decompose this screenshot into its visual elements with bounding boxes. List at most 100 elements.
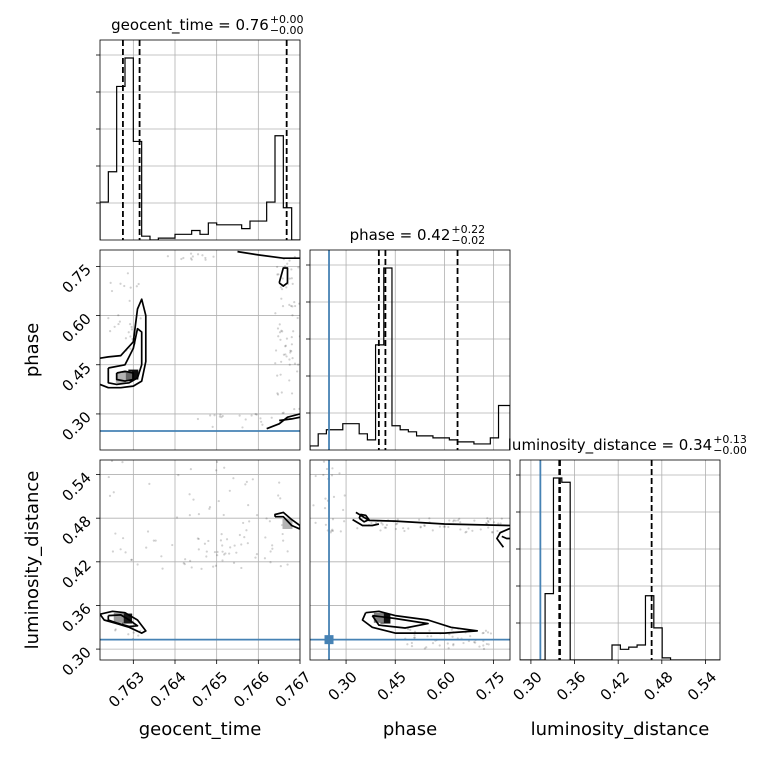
sample-point: [109, 281, 112, 285]
sample-point: [221, 414, 224, 418]
sample-point: [110, 289, 114, 293]
sample-point: [269, 550, 272, 553]
sample-point: [482, 644, 485, 647]
sample-point: [402, 527, 405, 530]
sample-point: [330, 529, 333, 532]
contour: [100, 610, 147, 634]
sample-point: [384, 526, 388, 529]
sample-point: [459, 528, 462, 531]
sample-point: [280, 391, 283, 394]
sample-point: [486, 519, 490, 522]
sample-point: [129, 286, 132, 289]
contour: [361, 610, 479, 634]
sample-point: [238, 533, 241, 537]
y-tick-label: 0.30: [58, 643, 94, 679]
sample-point: [452, 644, 455, 647]
y-tick-label: 0.36: [58, 600, 94, 636]
sample-point: [280, 329, 283, 332]
sample-point: [487, 520, 490, 524]
sample-point: [314, 521, 317, 524]
sample-point: [280, 360, 283, 363]
sample-point: [114, 532, 117, 535]
sample-point: [474, 641, 477, 644]
sample-point: [438, 644, 441, 647]
grid-phase: [310, 250, 510, 450]
sample-point: [487, 643, 490, 646]
sample-point: [280, 297, 283, 300]
sample-point: [425, 646, 428, 649]
sample-point: [212, 565, 215, 568]
sample-point: [121, 537, 125, 540]
sample-point: [342, 508, 345, 512]
sample-point: [128, 323, 132, 326]
sample-point: [290, 304, 293, 308]
sample-point: [486, 631, 490, 634]
x-tick-label: 0.36: [553, 668, 589, 704]
sample-point: [447, 525, 450, 529]
sample-point: [285, 286, 288, 289]
sample-point: [280, 288, 284, 291]
sample-point: [205, 555, 208, 558]
contour: [274, 511, 300, 530]
sample-point: [276, 273, 279, 276]
contour: [266, 413, 300, 430]
sample-point: [279, 565, 282, 568]
sample-point: [107, 316, 110, 320]
title-minus: −0.00: [713, 444, 747, 457]
sample-point: [225, 538, 229, 541]
sample-point: [294, 304, 297, 308]
sample-point: [430, 635, 433, 638]
sample-point: [406, 643, 409, 646]
sample-point: [213, 550, 217, 554]
sample-point: [473, 640, 476, 644]
y-tick-label: 0.60: [58, 310, 94, 346]
sample-point: [224, 552, 227, 555]
sample-point: [283, 265, 287, 268]
sample-point: [250, 414, 253, 417]
y-tick-label: 0.75: [58, 260, 94, 296]
sample-point: [130, 558, 133, 561]
sample-point: [289, 351, 292, 354]
sample-point: [228, 489, 231, 492]
sample-point: [290, 343, 294, 346]
sample-point: [228, 552, 231, 555]
x-axis-title-phase: phase: [383, 719, 437, 740]
sample-point: [114, 629, 117, 632]
sample-point: [204, 258, 207, 261]
sample-point: [124, 337, 128, 340]
sample-point: [479, 528, 482, 531]
sample-point: [196, 253, 200, 256]
sample-point: [112, 491, 115, 494]
frame: [99, 459, 301, 661]
hist-panel-geocent_time: [96, 39, 301, 241]
sample-point: [137, 634, 140, 637]
x-tick-label: 0.767: [272, 668, 315, 711]
sample-point: [130, 325, 133, 329]
sample-point: [279, 373, 282, 376]
sample-point: [278, 331, 282, 334]
sample-point: [235, 551, 238, 554]
sample-point: [171, 543, 174, 547]
sample-point: [254, 412, 257, 416]
sample-point: [500, 517, 503, 520]
sample-point: [276, 392, 279, 395]
sample-point: [298, 302, 300, 305]
sample-point: [438, 525, 442, 528]
sample-point: [413, 634, 416, 637]
sample-point: [274, 362, 277, 365]
sample-point: [215, 469, 218, 472]
sample-point: [288, 277, 291, 280]
sample-point: [423, 524, 426, 527]
x-tick-label: 0.42: [597, 668, 633, 704]
sample-point: [489, 632, 493, 635]
contour: [501, 535, 510, 540]
sample-point: [286, 262, 289, 265]
contour: [279, 416, 300, 422]
x-tick-label: 0.48: [640, 668, 676, 704]
sample-point: [113, 325, 116, 328]
sample-point: [431, 529, 434, 532]
sample-point: [290, 336, 293, 339]
sample-point: [380, 521, 383, 525]
sample-point: [222, 513, 225, 517]
grid: [100, 460, 300, 660]
